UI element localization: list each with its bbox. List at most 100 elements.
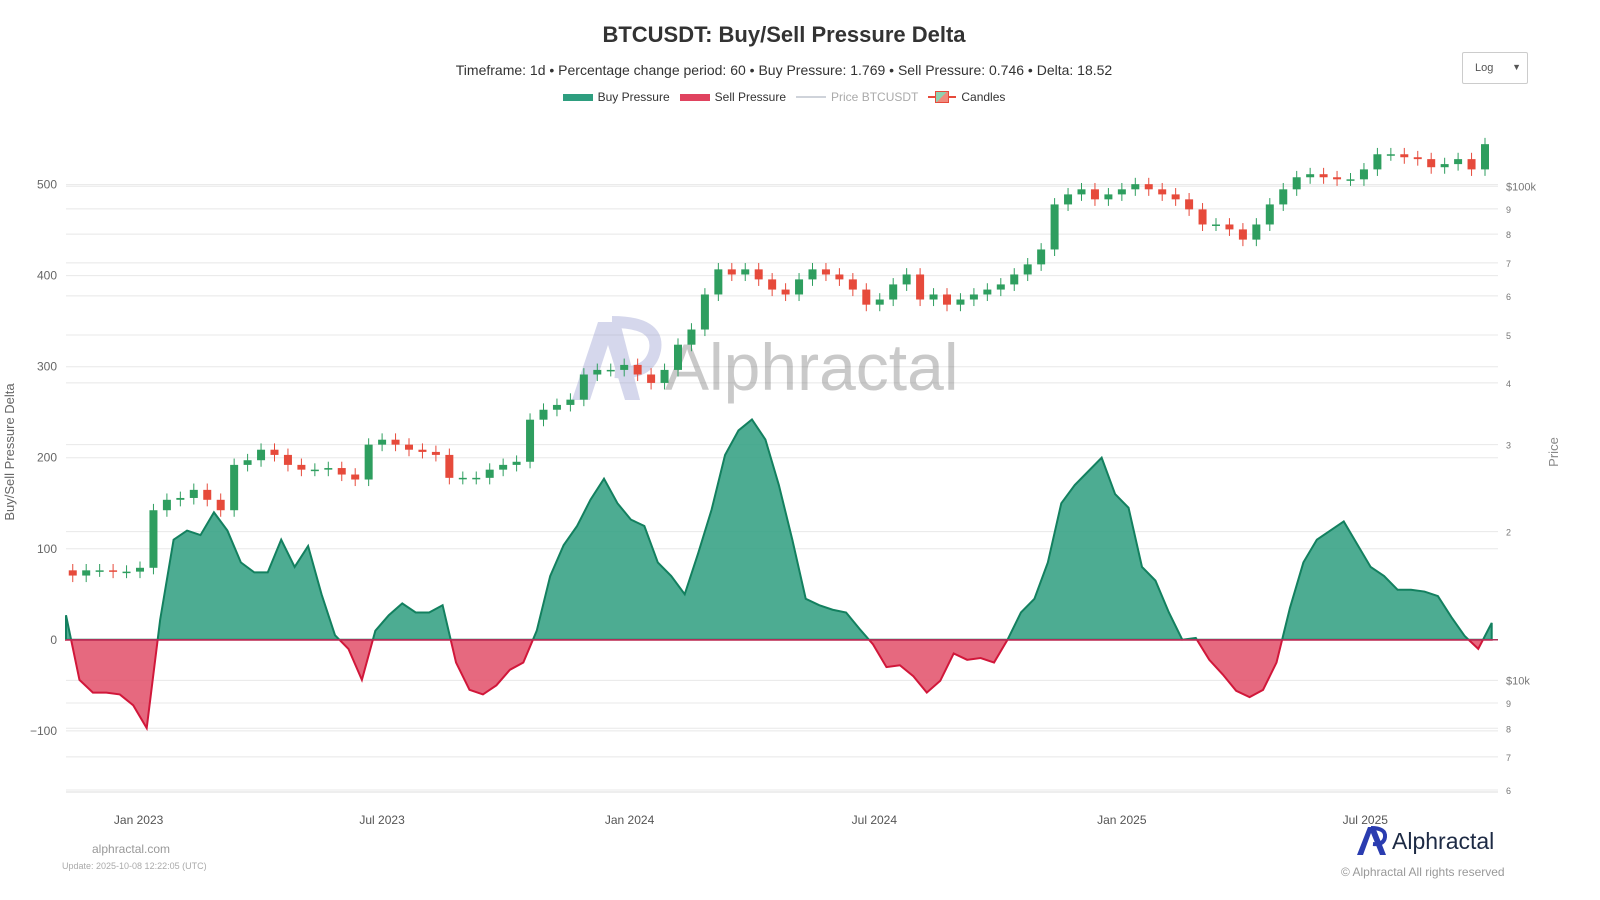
candle [243, 460, 252, 465]
candle [337, 468, 346, 475]
y2-tick-label: 6 [1506, 786, 1511, 796]
candle [1037, 249, 1046, 265]
candle [230, 464, 239, 511]
candle [458, 477, 467, 480]
candle [1333, 177, 1342, 180]
x-tick-label: Jul 2025 [1343, 813, 1389, 827]
scale-select[interactable]: Log ▼ [1462, 52, 1528, 84]
legend-label: Price BTCUSDT [831, 90, 919, 104]
candle [606, 369, 615, 372]
candle [889, 284, 898, 300]
candle [727, 269, 736, 275]
candle [257, 449, 266, 461]
candle [418, 449, 427, 452]
candle [835, 274, 844, 280]
y2-tick-label: 2 [1506, 528, 1511, 538]
candle [1158, 189, 1167, 195]
candle [1171, 194, 1180, 200]
caret-down-icon: ▼ [1512, 62, 1521, 72]
candle [660, 369, 669, 383]
legend-item-sell[interactable]: Sell Pressure [679, 90, 787, 104]
candle [1144, 184, 1153, 190]
candle [848, 279, 857, 290]
legend-item-candles[interactable]: Candles [928, 90, 1005, 104]
candle [203, 489, 212, 500]
candle [1481, 144, 1489, 170]
y2-tick-label: 6 [1506, 292, 1511, 302]
y2-tick-label: 4 [1506, 379, 1511, 389]
x-tick-label: Jan 2025 [1097, 813, 1147, 827]
x-tick-label: Jul 2024 [852, 813, 898, 827]
legend-label: Sell Pressure [714, 90, 787, 104]
candle [579, 374, 588, 400]
legend-label: Buy Pressure [597, 90, 670, 104]
price-swatch-icon [796, 96, 827, 98]
y-axis-title: Buy/Sell Pressure Delta [2, 383, 17, 521]
candle [687, 329, 696, 345]
y-tick-label: 0 [50, 633, 57, 647]
x-tick-label: Jan 2024 [605, 813, 655, 827]
candle [391, 439, 400, 445]
candle [1413, 157, 1422, 160]
chart-subtitle: Timeframe: 1d • Percentage change period… [455, 62, 1113, 78]
y2-tick-label: 8 [1506, 724, 1511, 734]
candle [647, 374, 656, 383]
chart-title: BTCUSDT: Buy/Sell Pressure Delta [602, 22, 966, 47]
candle [310, 469, 319, 472]
watermark: Alphractal [572, 316, 959, 404]
candle [1050, 204, 1059, 250]
candle [1386, 154, 1395, 156]
candle [674, 344, 682, 370]
y2-tick-label: 9 [1506, 205, 1511, 215]
candle [176, 497, 185, 500]
candle [512, 461, 521, 465]
candle [405, 444, 413, 450]
candle [485, 469, 494, 478]
candle [189, 489, 198, 498]
candle [1292, 177, 1301, 190]
candle [1077, 189, 1086, 195]
candle [364, 444, 373, 480]
y2-tick-label: $10k [1506, 675, 1530, 687]
candle [552, 404, 561, 410]
candle [1090, 189, 1099, 200]
candle [1440, 164, 1449, 168]
legend-label: Candles [961, 90, 1006, 104]
legend-item-price[interactable]: Price BTCUSDT [796, 90, 918, 104]
candle [1064, 194, 1073, 205]
brand-name: Alphractal [1392, 827, 1495, 854]
brand-logo: Alphractal [1356, 826, 1494, 856]
candle [351, 474, 360, 480]
candle [633, 364, 642, 375]
x-tick-label: Jan 2023 [114, 813, 164, 827]
candle [1427, 159, 1436, 168]
candle [499, 464, 508, 470]
buy-pressure-area [65, 418, 1493, 640]
y2-tick-label: $100k [1506, 181, 1536, 193]
candle [781, 289, 790, 295]
y-tick-label: 100 [37, 542, 57, 556]
y2-tick-label: 5 [1506, 331, 1511, 341]
candle [902, 274, 911, 285]
candle [714, 269, 723, 295]
buy-swatch-icon [562, 93, 593, 101]
legend-item-buy[interactable]: Buy Pressure [562, 90, 670, 104]
candle [1319, 174, 1328, 178]
candle [1454, 159, 1463, 165]
watermark-logo-icon [572, 322, 640, 400]
candle [1198, 209, 1207, 225]
candle [1373, 154, 1382, 170]
site-link[interactable]: alphractal.com [92, 842, 171, 856]
candle [566, 399, 575, 405]
y2-tick-label: 9 [1506, 699, 1511, 709]
candle [95, 570, 104, 572]
candle [1400, 154, 1409, 158]
y2-tick-label: 8 [1506, 230, 1511, 240]
y2-axis-title: Price [1546, 437, 1561, 467]
candle [700, 294, 709, 330]
candle [1225, 224, 1234, 230]
y-tick-label: 200 [37, 451, 57, 465]
y-tick-label: −100 [30, 724, 57, 738]
candle [929, 294, 938, 300]
